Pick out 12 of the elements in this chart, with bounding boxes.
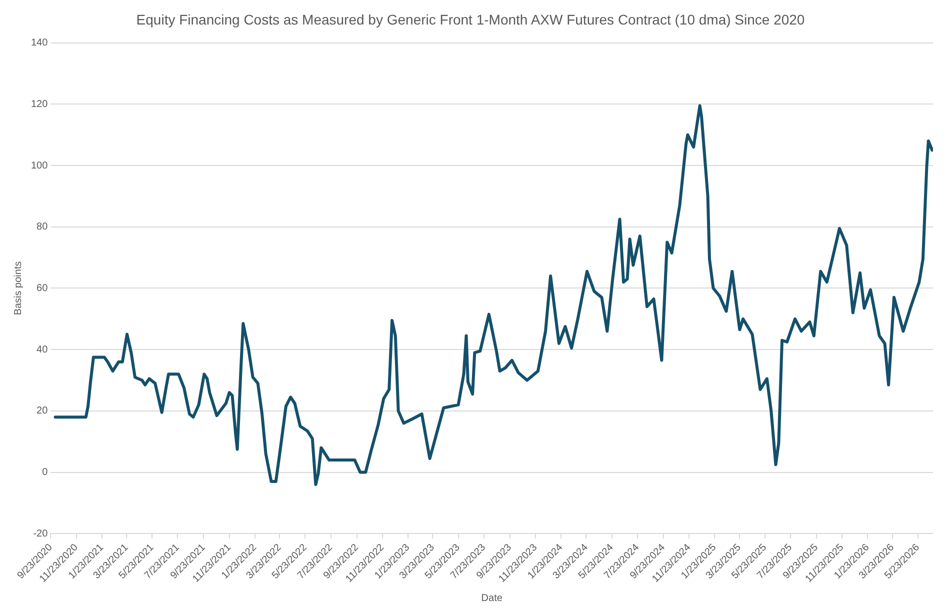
y-tick-label: 80 bbox=[36, 222, 48, 233]
x-axis-title: Date bbox=[481, 592, 503, 604]
y-tick-label: 40 bbox=[36, 344, 48, 356]
chart-title: Equity Financing Costs as Measured by Generic Front 1-Month AXW Futures Contract (10 dma) Since 2020 bbox=[136, 11, 805, 28]
y-tick-label: 100 bbox=[30, 160, 48, 172]
y-axis-title: Basis points bbox=[12, 261, 24, 316]
y-tick-label: 0 bbox=[42, 467, 48, 478]
y-tick-label: -20 bbox=[33, 528, 48, 540]
y-tick-label: 60 bbox=[36, 282, 48, 294]
y-tick-label: 140 bbox=[30, 38, 48, 49]
y-tick-label: 120 bbox=[30, 98, 48, 110]
y-tick-label: 20 bbox=[36, 406, 48, 417]
